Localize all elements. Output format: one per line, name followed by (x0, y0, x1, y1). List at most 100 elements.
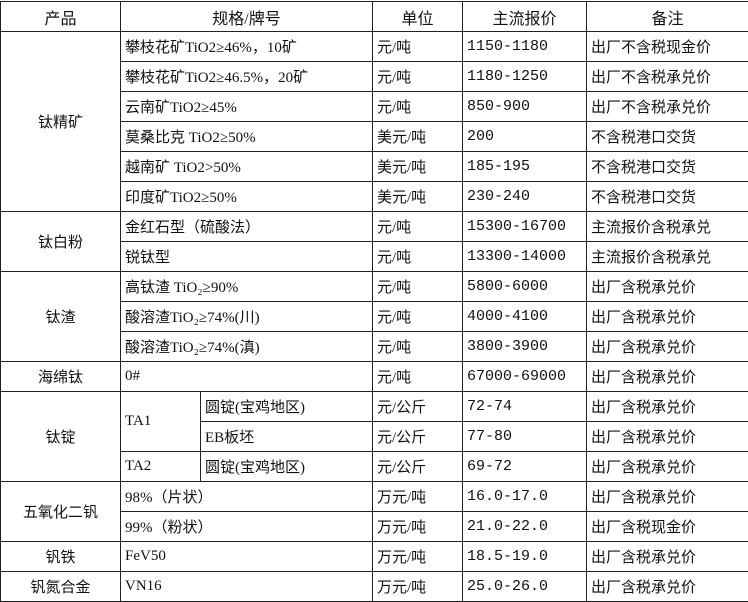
price-cell: 5800-6000 (463, 272, 587, 302)
spec-cell: 攀枝花矿TiO2≥46.5%，20矿 (121, 62, 373, 92)
spec-cell: 锐钛型 (121, 242, 373, 272)
price-cell: 230-240 (463, 182, 587, 212)
product-cell: 钛精矿 (1, 32, 121, 212)
spec-cell: 圆锭(宝鸡地区) (201, 392, 373, 422)
note-cell: 不含税港口交货 (587, 152, 748, 182)
note-cell: 出厂不含税承兑价 (587, 62, 748, 92)
unit-cell: 万元/吨 (373, 572, 463, 602)
header-price: 主流报价 (463, 2, 587, 32)
product-cell: 海绵钛 (1, 362, 121, 392)
unit-cell: 万元/吨 (373, 512, 463, 542)
note-cell: 出厂含税承兑价 (587, 542, 748, 572)
spec-cell: VN16 (121, 572, 373, 602)
note-cell: 出厂含税承兑价 (587, 332, 748, 362)
unit-cell: 元/公斤 (373, 392, 463, 422)
spec-cell: 圆锭(宝鸡地区) (201, 452, 373, 482)
unit-cell: 元/吨 (373, 32, 463, 62)
spec-cell: 99%（粉状） (121, 512, 373, 542)
unit-cell: 元/公斤 (373, 422, 463, 452)
unit-cell: 元/吨 (373, 302, 463, 332)
price-cell: 16.0-17.0 (463, 482, 587, 512)
price-cell: 4000-4100 (463, 302, 587, 332)
header-product: 产品 (1, 2, 121, 32)
price-cell: 13300-14000 (463, 242, 587, 272)
price-cell: 21.0-22.0 (463, 512, 587, 542)
spec-cell: EB板坯 (201, 422, 373, 452)
spec-cell: 0# (121, 362, 373, 392)
unit-cell: 万元/吨 (373, 542, 463, 572)
note-cell: 出厂含税承兑价 (587, 452, 748, 482)
unit-cell: 元/吨 (373, 332, 463, 362)
price-cell: 77-80 (463, 422, 587, 452)
price-cell: 72-74 (463, 392, 587, 422)
grade-cell: TA1 (121, 392, 201, 452)
note-cell: 主流报价含税承兑 (587, 242, 748, 272)
note-cell: 主流报价含税承兑 (587, 212, 748, 242)
note-cell: 出厂不含税现金价 (587, 32, 748, 62)
product-cell: 钛锭 (1, 392, 121, 482)
product-cell: 钛白粉 (1, 212, 121, 272)
note-cell: 不含税港口交货 (587, 122, 748, 152)
price-cell: 1180-1250 (463, 62, 587, 92)
product-cell: 钒氮合金 (1, 572, 121, 602)
price-cell: 67000-69000 (463, 362, 587, 392)
price-cell: 3800-3900 (463, 332, 587, 362)
spec-cell: 酸溶渣TiO₂≥74%(川) (121, 302, 373, 332)
spec-cell: 印度矿TiO2≥50% (121, 182, 373, 212)
note-cell: 出厂含税承兑价 (587, 392, 748, 422)
price-cell: 18.5-19.0 (463, 542, 587, 572)
unit-cell: 美元/吨 (373, 152, 463, 182)
unit-cell: 元/吨 (373, 212, 463, 242)
note-cell: 出厂含税承兑价 (587, 482, 748, 512)
note-cell: 出厂含税现金价 (587, 512, 748, 542)
header-note: 备注 (587, 2, 748, 32)
spec-cell: 云南矿TiO2≥45% (121, 92, 373, 122)
unit-cell: 元/吨 (373, 362, 463, 392)
spec-cell: 酸溶渣TiO₂≥74%(滇) (121, 332, 373, 362)
spec-cell: 攀枝花矿TiO2≥46%，10矿 (121, 32, 373, 62)
unit-cell: 元/吨 (373, 92, 463, 122)
unit-cell: 元/吨 (373, 62, 463, 92)
spec-cell: FeV50 (121, 542, 373, 572)
unit-cell: 万元/吨 (373, 482, 463, 512)
price-cell: 185-195 (463, 152, 587, 182)
unit-cell: 美元/吨 (373, 122, 463, 152)
note-cell: 出厂含税承兑价 (587, 572, 748, 602)
spec-cell: 高钛渣 TiO₂≥90% (121, 272, 373, 302)
price-cell: 850-900 (463, 92, 587, 122)
spec-cell: 莫桑比克 TiO2≥50% (121, 122, 373, 152)
product-cell: 钛渣 (1, 272, 121, 362)
product-cell: 五氧化二钒 (1, 482, 121, 542)
price-cell: 200 (463, 122, 587, 152)
unit-cell: 元/公斤 (373, 452, 463, 482)
header-unit: 单位 (373, 2, 463, 32)
header-row: 产品 规格/牌号 单位 主流报价 备注 (1, 2, 748, 32)
note-cell: 出厂含税承兑价 (587, 302, 748, 332)
note-cell: 出厂含税承兑价 (587, 422, 748, 452)
price-cell: 69-72 (463, 452, 587, 482)
note-cell: 出厂含税承兑价 (587, 272, 748, 302)
price-cell: 1150-1180 (463, 32, 587, 62)
header-spec: 规格/牌号 (121, 2, 373, 32)
spec-cell: 金红石型（硫酸法） (121, 212, 373, 242)
unit-cell: 美元/吨 (373, 182, 463, 212)
note-cell: 出厂含税承兑价 (587, 362, 748, 392)
note-cell: 不含税港口交货 (587, 182, 748, 212)
spec-cell: 98%（片状） (121, 482, 373, 512)
grade-cell: TA2 (121, 452, 201, 482)
spec-cell: 越南矿 TiO2>50% (121, 152, 373, 182)
note-cell: 出厂不含税承兑价 (587, 92, 748, 122)
unit-cell: 元/吨 (373, 272, 463, 302)
product-cell: 钒铁 (1, 542, 121, 572)
price-cell: 25.0-26.0 (463, 572, 587, 602)
price-cell: 15300-16700 (463, 212, 587, 242)
